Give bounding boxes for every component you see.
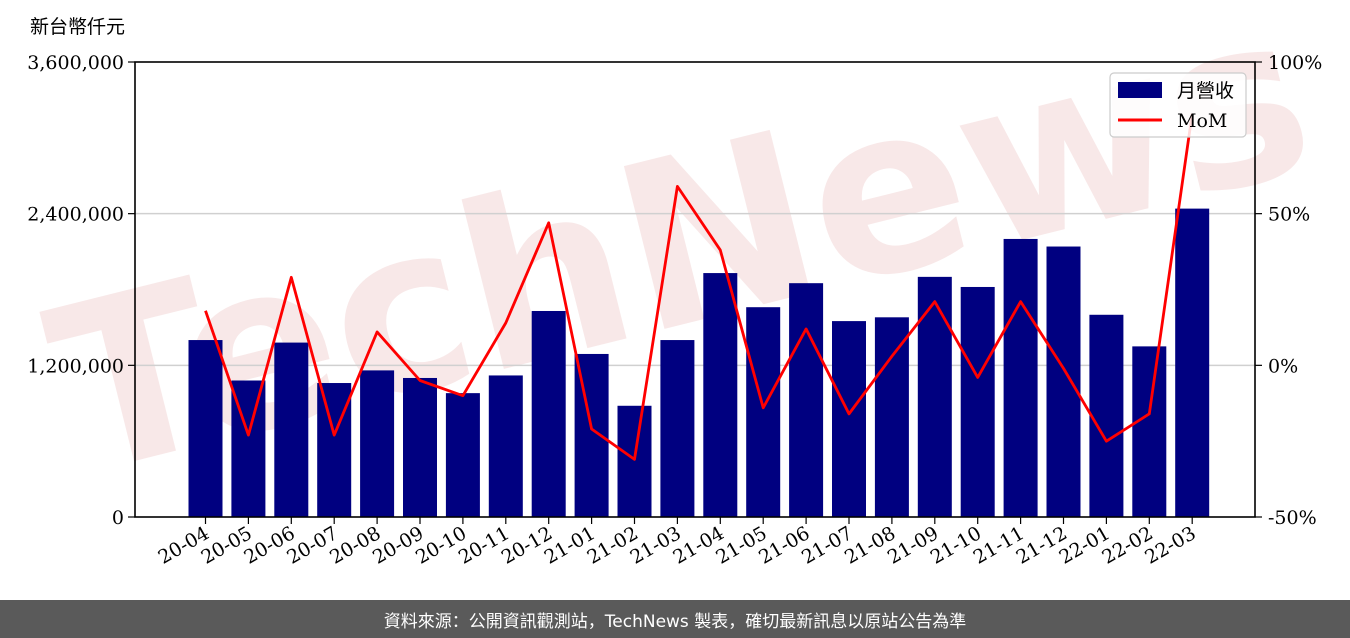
bar-21-10	[960, 286, 995, 517]
bar-20-10	[445, 393, 480, 517]
legend-label-revenue: 月營收	[1177, 80, 1234, 102]
left-tick-label: 3,600,000	[27, 52, 124, 74]
bar-21-02	[617, 405, 652, 517]
bar-20-04	[188, 340, 223, 517]
legend-label-mom: MoM	[1177, 110, 1227, 132]
bar-21-05	[746, 307, 781, 517]
bar-20-09	[403, 377, 437, 517]
x-tick-label: 22-03	[1141, 522, 1199, 568]
mom-line	[204, 113, 1194, 461]
bar-21-09	[917, 276, 952, 517]
bar-22-03	[1175, 208, 1210, 517]
bar-22-01	[1089, 314, 1124, 517]
right-tick-label: 50%	[1268, 204, 1310, 226]
bar-20-11	[488, 375, 523, 517]
plot-frame	[134, 61, 1256, 518]
bar-21-07	[832, 321, 866, 517]
bar-21-04	[703, 273, 738, 517]
left-tick-label: 2,400,000	[27, 204, 124, 226]
left-tick-label: 0	[112, 507, 124, 529]
bar-21-12	[1046, 246, 1081, 517]
bar-21-03	[660, 340, 695, 517]
bar-21-06	[789, 283, 824, 517]
bar-22-02	[1132, 346, 1167, 517]
right-tick-label: -50%	[1268, 507, 1317, 529]
right-tick-label: 100%	[1268, 52, 1322, 74]
legend-swatch-bar	[1118, 82, 1162, 98]
footer-text: 資料來源：公開資訊觀測站，TechNews 製表，確切最新訊息以原站公告為準	[383, 611, 967, 632]
y-unit-label: 新台幣仟元	[30, 16, 125, 38]
bar-20-12	[531, 310, 566, 517]
bar-21-08	[874, 317, 909, 517]
right-tick-label: 0%	[1268, 355, 1298, 377]
left-tick-label: 1,200,000	[27, 355, 124, 377]
bar-20-08	[360, 370, 395, 517]
source-footer: 資料來源：公開資訊觀測站，TechNews 製表，確切最新訊息以原站公告為準	[0, 600, 1350, 638]
bar-20-06	[274, 342, 309, 517]
bar-21-11	[1003, 238, 1038, 517]
revenue-chart: 0 1,200,000 2,400,000 3,600,000 -50% 0% 50% 100…	[27, 16, 1322, 569]
